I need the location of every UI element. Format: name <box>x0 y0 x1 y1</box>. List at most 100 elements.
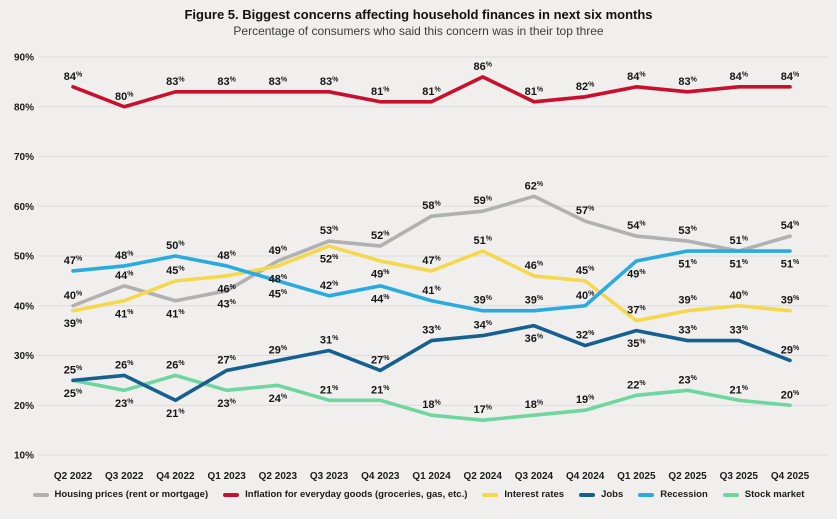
data-label-inflation: 84% <box>781 71 800 83</box>
legend-label-recession: Recession <box>660 489 708 500</box>
data-label-interest-rates: 39% <box>64 318 83 330</box>
data-label-housing-prices: 44% <box>115 270 134 282</box>
data-label-jobs: 33% <box>678 325 697 337</box>
data-label-inflation: 83% <box>269 76 288 88</box>
data-label-housing-prices: 57% <box>576 205 595 217</box>
legend-label-inflation: Inflation for everyday goods (groceries,… <box>245 489 468 500</box>
x-tick-label: Q2 2023 <box>259 471 298 482</box>
data-label-inflation: 86% <box>473 61 492 73</box>
data-label-jobs: 21% <box>166 408 185 420</box>
data-label-jobs: 25% <box>64 364 83 376</box>
legend-swatch-jobs <box>579 492 596 497</box>
data-label-stock-market: 23% <box>217 398 236 410</box>
legend-label-housing-prices: Housing prices (rent or mortgage) <box>54 489 209 500</box>
y-tick-label: 70% <box>14 152 34 163</box>
data-label-housing-prices: 53% <box>678 225 697 237</box>
y-tick-label: 80% <box>14 102 34 113</box>
x-tick-label: Q3 2023 <box>310 471 349 482</box>
legend-item-housing-prices: Housing prices (rent or mortgage) <box>32 489 209 500</box>
legend-item-interest-rates: Interest rates <box>482 489 564 500</box>
data-label-housing-prices: 54% <box>781 220 800 232</box>
data-label-interest-rates: 52% <box>320 254 339 266</box>
data-label-interest-rates: 46% <box>217 283 236 295</box>
data-label-jobs: 33% <box>730 325 749 337</box>
chart-subtitle: Percentage of consumers who said this co… <box>233 24 604 38</box>
data-label-housing-prices: 43% <box>217 298 236 310</box>
legend-item-jobs: Jobs <box>579 489 623 500</box>
x-tick-label: Q1 2025 <box>617 471 656 482</box>
data-label-stock-market: 26% <box>166 359 185 371</box>
legend-item-inflation: Inflation for everyday goods (groceries,… <box>223 489 467 500</box>
x-tick-label: Q3 2022 <box>105 471 144 482</box>
legend-label-stock-market: Stock market <box>744 489 805 500</box>
data-label-stock-market: 17% <box>473 404 492 416</box>
data-label-interest-rates: 39% <box>781 295 800 307</box>
y-axis-labels: 10% 20% 30% 40% 50% 60% 70% 80% 90% <box>14 53 34 462</box>
data-label-stock-market: 25% <box>64 388 83 400</box>
data-label-recession: 50% <box>166 240 185 252</box>
data-labels: 40% 44% 41% 43% 49% 53% 52% 58% 59% 62% 57% 54% 53% 5… <box>64 61 800 420</box>
legend-label-interest-rates: Interest rates <box>504 489 565 500</box>
data-label-stock-market: 21% <box>320 384 339 396</box>
data-label-recession: 51% <box>730 259 749 271</box>
y-tick-label: 60% <box>14 202 34 213</box>
data-label-jobs: 27% <box>217 354 236 366</box>
data-label-recession: 48% <box>217 250 236 262</box>
chart-title: Figure 5. Biggest concerns affecting hou… <box>184 7 653 22</box>
legend-swatch-recession <box>638 492 655 497</box>
data-label-recession: 48% <box>115 250 134 262</box>
data-label-jobs: 27% <box>371 354 390 366</box>
y-tick-label: 90% <box>14 53 34 64</box>
data-label-interest-rates: 48% <box>269 273 288 285</box>
data-label-housing-prices: 54% <box>627 220 646 232</box>
data-label-stock-market: 23% <box>678 374 697 386</box>
data-label-inflation: 81% <box>525 86 544 98</box>
data-label-inflation: 83% <box>166 76 185 88</box>
data-label-housing-prices: 40% <box>64 290 83 302</box>
legend-swatch-housing-prices <box>32 492 49 497</box>
data-label-jobs: 34% <box>473 320 492 332</box>
legend-swatch-inflation <box>223 492 240 497</box>
series-line-housing-prices <box>71 194 792 308</box>
data-label-stock-market: 22% <box>627 379 646 391</box>
data-label-recession: 39% <box>473 295 492 307</box>
data-label-interest-rates: 45% <box>576 265 595 277</box>
y-tick-label: 10% <box>14 451 34 462</box>
data-label-recession: 49% <box>627 268 646 280</box>
data-label-stock-market: 21% <box>371 384 390 396</box>
data-label-recession: 42% <box>320 280 339 292</box>
data-label-housing-prices: 41% <box>166 308 185 320</box>
data-label-inflation: 83% <box>320 76 339 88</box>
data-label-interest-rates: 40% <box>730 290 749 302</box>
data-label-stock-market: 24% <box>269 393 288 405</box>
data-label-stock-market: 18% <box>422 399 441 411</box>
data-label-inflation: 83% <box>678 76 697 88</box>
series-line-interest-rates <box>71 244 792 323</box>
y-tick-label: 50% <box>14 252 34 263</box>
data-label-inflation: 82% <box>576 81 595 93</box>
series-line-jobs <box>71 323 792 403</box>
data-label-recession: 41% <box>422 285 441 297</box>
data-label-stock-market: 20% <box>781 389 800 401</box>
data-label-recession: 39% <box>525 295 544 307</box>
legend-swatch-interest-rates <box>482 492 499 497</box>
data-label-housing-prices: 59% <box>473 195 492 207</box>
data-label-housing-prices: 49% <box>269 245 288 257</box>
series-line-recession <box>71 249 792 313</box>
data-label-housing-prices: 62% <box>525 180 544 192</box>
data-label-jobs: 29% <box>269 344 288 356</box>
data-label-inflation: 81% <box>371 86 390 98</box>
x-tick-label: Q1 2024 <box>412 471 451 482</box>
data-label-jobs: 29% <box>781 344 800 356</box>
data-label-stock-market: 18% <box>525 399 544 411</box>
x-tick-label: Q1 2023 <box>207 471 246 482</box>
series-line-stock-market <box>71 373 792 422</box>
data-label-interest-rates: 39% <box>678 295 697 307</box>
data-label-interest-rates: 47% <box>422 255 441 267</box>
data-label-recession: 44% <box>371 293 390 305</box>
series-lines <box>71 75 792 422</box>
data-label-housing-prices: 52% <box>371 230 390 242</box>
data-label-jobs: 26% <box>115 359 134 371</box>
data-label-stock-market: 23% <box>115 398 134 410</box>
